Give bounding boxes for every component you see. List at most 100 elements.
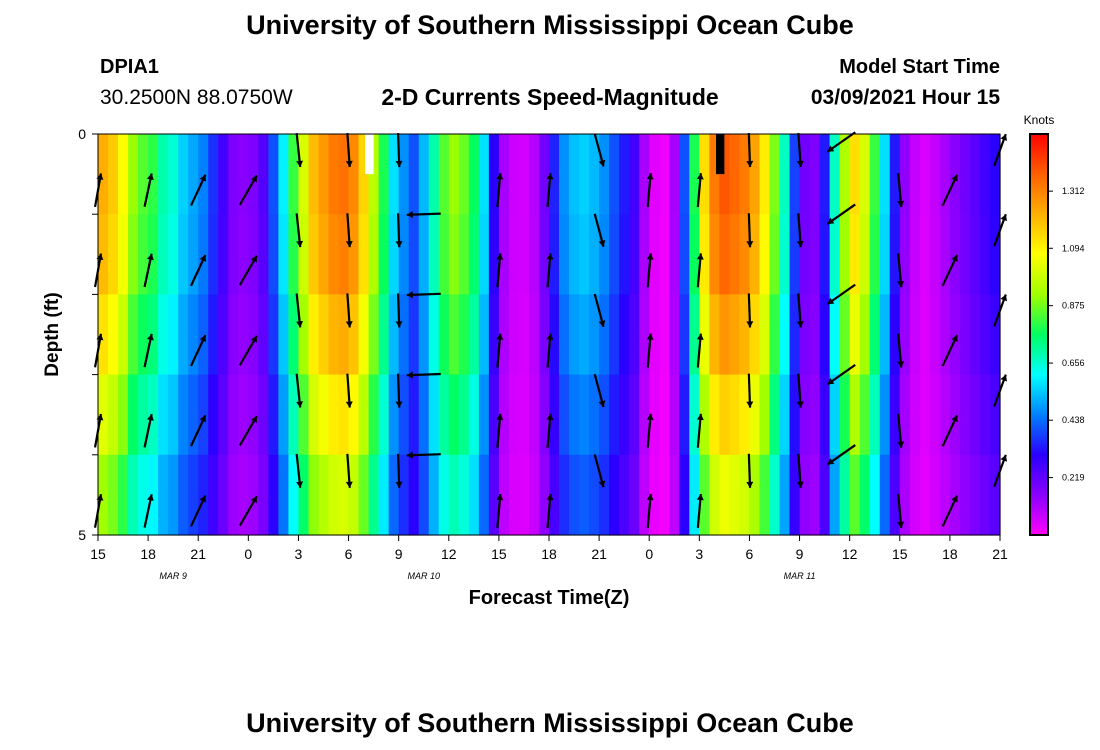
heatmap-cell bbox=[218, 214, 229, 295]
heatmap-cell bbox=[238, 454, 249, 536]
colorbar-unit: Knots bbox=[1024, 113, 1055, 127]
vector-head bbox=[546, 494, 554, 501]
heatmap-cell bbox=[939, 454, 951, 536]
heatmap-cell bbox=[458, 374, 470, 456]
heatmap-cell bbox=[719, 134, 730, 215]
vector-head bbox=[496, 333, 504, 340]
current-vector bbox=[646, 413, 654, 448]
heatmap-cell bbox=[478, 374, 490, 456]
heatmap-cell bbox=[228, 134, 239, 215]
heatmap-cell bbox=[308, 454, 320, 536]
heatmap-cell bbox=[589, 374, 600, 456]
heatmap-cell bbox=[188, 374, 199, 456]
vector-head bbox=[646, 413, 654, 421]
heatmap-cell bbox=[148, 454, 159, 536]
heatmap-cell bbox=[148, 374, 159, 456]
heatmap-cell bbox=[559, 374, 570, 456]
heatmap-cell bbox=[398, 294, 410, 376]
vector-head bbox=[746, 481, 754, 488]
heatmap-cell bbox=[749, 294, 761, 376]
heatmap-cell bbox=[959, 134, 971, 215]
current-vector bbox=[546, 333, 554, 368]
heatmap-cell bbox=[909, 214, 921, 295]
vector-head bbox=[746, 241, 754, 248]
heatmap-cell bbox=[308, 134, 320, 215]
heatmap-cell bbox=[939, 134, 951, 215]
heatmap-cell bbox=[789, 134, 801, 215]
heatmap-cell bbox=[849, 374, 861, 456]
heatmap-cell bbox=[749, 134, 761, 215]
heatmap-cell bbox=[659, 374, 670, 456]
heatmap-cell bbox=[569, 374, 580, 456]
x-tick-label: 18 bbox=[541, 546, 557, 562]
vector-head bbox=[796, 160, 804, 167]
heatmap-cell bbox=[518, 374, 530, 456]
heatmap-cell bbox=[919, 374, 931, 456]
heatmap-cell bbox=[559, 454, 570, 536]
heatmap-cell bbox=[549, 214, 560, 295]
vector-head bbox=[827, 145, 835, 152]
heatmap-cell bbox=[969, 294, 981, 376]
vector-head bbox=[496, 494, 504, 501]
heatmap-cell bbox=[869, 134, 881, 215]
heatmap-cell bbox=[298, 294, 310, 376]
current-vector bbox=[143, 413, 154, 448]
vector-head bbox=[796, 401, 804, 408]
heatmap-cell bbox=[448, 134, 460, 215]
heatmap-cell bbox=[729, 214, 741, 295]
heatmap-cell bbox=[929, 214, 941, 295]
heatmap-cell bbox=[458, 214, 470, 295]
current-vector bbox=[345, 293, 353, 328]
heatmap-cell bbox=[929, 294, 941, 376]
vector-head bbox=[646, 494, 654, 501]
current-vector bbox=[345, 453, 353, 488]
heatmap-cell bbox=[498, 374, 510, 456]
heatmap-cell bbox=[508, 294, 520, 376]
heatmap-cell bbox=[508, 374, 520, 456]
heatmap-cell bbox=[168, 214, 179, 295]
heatmap-cell bbox=[498, 134, 510, 215]
heatmap-cell bbox=[358, 294, 370, 376]
heatmap-cell bbox=[408, 454, 420, 536]
heatmap-cell bbox=[909, 374, 921, 456]
heatmap-cell bbox=[659, 134, 670, 215]
heatmap-cell bbox=[859, 374, 871, 456]
heatmap-cell bbox=[418, 134, 430, 215]
heatmap-cell bbox=[629, 454, 640, 536]
heatmap-cell bbox=[108, 294, 119, 376]
heatmap-cell bbox=[128, 454, 139, 536]
vector-head bbox=[598, 320, 606, 327]
current-vector bbox=[345, 373, 353, 408]
heatmap-cell bbox=[198, 214, 209, 295]
heatmap-cell bbox=[889, 454, 901, 536]
heatmap-cell bbox=[328, 374, 340, 456]
heatmap-cell bbox=[238, 294, 249, 376]
heatmap-cell bbox=[198, 374, 209, 456]
heatmap-cell bbox=[669, 454, 680, 536]
heatmap-cell bbox=[498, 454, 510, 536]
heatmap-cell bbox=[268, 294, 279, 376]
heatmap-cell bbox=[969, 134, 981, 215]
vector-head bbox=[345, 401, 353, 408]
current-vector bbox=[696, 173, 704, 208]
heatmap-cell bbox=[468, 374, 480, 456]
heatmap-cell bbox=[669, 214, 680, 295]
heatmap-cell bbox=[989, 214, 1001, 295]
heatmap-cell bbox=[108, 214, 119, 295]
vector-head bbox=[827, 378, 835, 385]
vector-head bbox=[395, 401, 403, 408]
heatmap-cell bbox=[348, 374, 360, 456]
current-vector bbox=[238, 495, 258, 527]
heatmap-cell bbox=[378, 294, 390, 376]
heatmap-cell bbox=[518, 454, 530, 536]
vector-head bbox=[1000, 134, 1008, 141]
heatmap-cell bbox=[709, 374, 720, 456]
vector-head bbox=[598, 159, 606, 167]
heatmap-cell bbox=[789, 294, 801, 376]
heatmap-cell bbox=[579, 374, 590, 456]
heatmap-cell bbox=[338, 294, 350, 376]
vector-head bbox=[250, 335, 257, 343]
current-vector bbox=[696, 333, 704, 368]
current-vector bbox=[143, 253, 154, 288]
x-tick-label: 6 bbox=[345, 546, 353, 562]
